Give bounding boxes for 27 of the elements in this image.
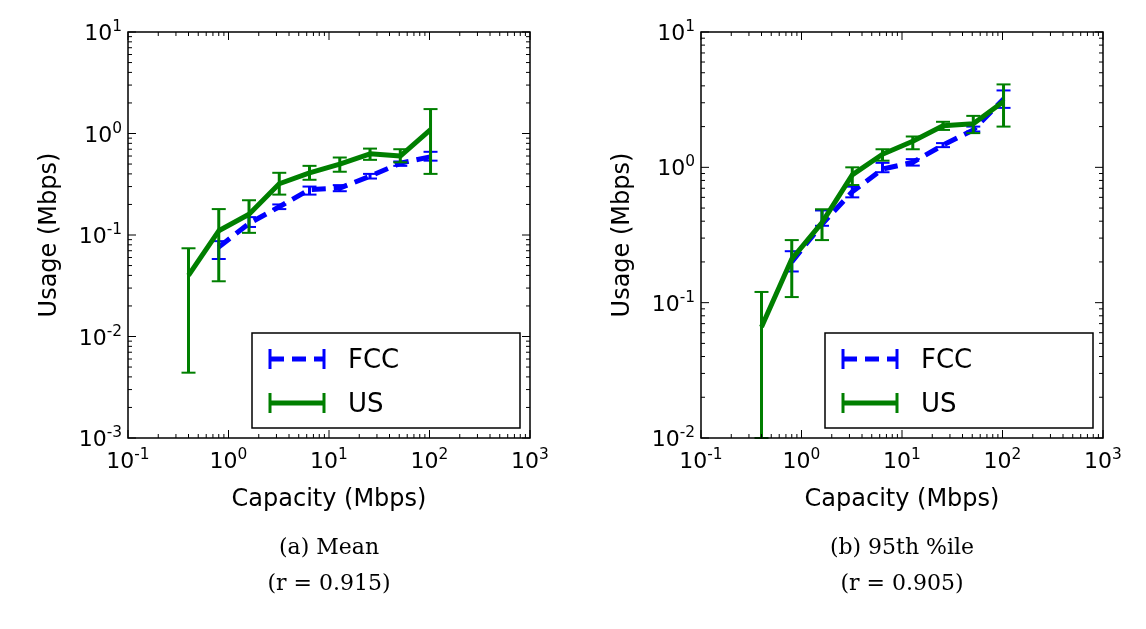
x-tick-label: 10$^{1}$ bbox=[310, 445, 348, 473]
text: (r = 0.905) bbox=[840, 570, 964, 595]
legend-label: FCC bbox=[348, 344, 400, 374]
legend-label: FCC bbox=[921, 344, 973, 374]
y-tick-label: 10$^{-1}$ bbox=[78, 220, 122, 248]
x-tick-label: 10$^{3}$ bbox=[1084, 445, 1122, 473]
y-tick-label: 10$^{0}$ bbox=[84, 118, 122, 147]
x-tick-label: 10$^{1}$ bbox=[883, 445, 921, 473]
text: (b) 95th %ile bbox=[829, 534, 975, 559]
x-axis-title: Capacity (Mbps) bbox=[231, 484, 427, 512]
y-tick-label: 10$^{0}$ bbox=[657, 152, 695, 181]
x-tick-label: 10$^{2}$ bbox=[983, 445, 1022, 473]
x-tick-label: 10$^{0}$ bbox=[209, 445, 248, 473]
x-axis-title: Capacity (Mbps) bbox=[804, 484, 1000, 512]
text: (r = 0.915) bbox=[267, 570, 391, 595]
x-tick-label: 10$^{0}$ bbox=[782, 445, 821, 473]
y-tick-label: 10$^{-2}$ bbox=[78, 321, 122, 350]
y-tick-label: 10$^{1}$ bbox=[657, 17, 695, 45]
y-tick-label: 10$^{1}$ bbox=[84, 17, 122, 45]
x-tick-label: 10$^{3}$ bbox=[511, 445, 549, 473]
text: (a) Mean bbox=[278, 534, 380, 559]
y-tick-label: 10$^{-1}$ bbox=[651, 287, 695, 316]
x-tick-label: 10$^{2}$ bbox=[410, 445, 449, 473]
y-axis-title: Usage (Mbps) bbox=[607, 152, 635, 318]
y-axis-title: Usage (Mbps) bbox=[34, 152, 62, 318]
legend-label: US bbox=[921, 388, 957, 418]
legend-label: US bbox=[348, 388, 384, 418]
